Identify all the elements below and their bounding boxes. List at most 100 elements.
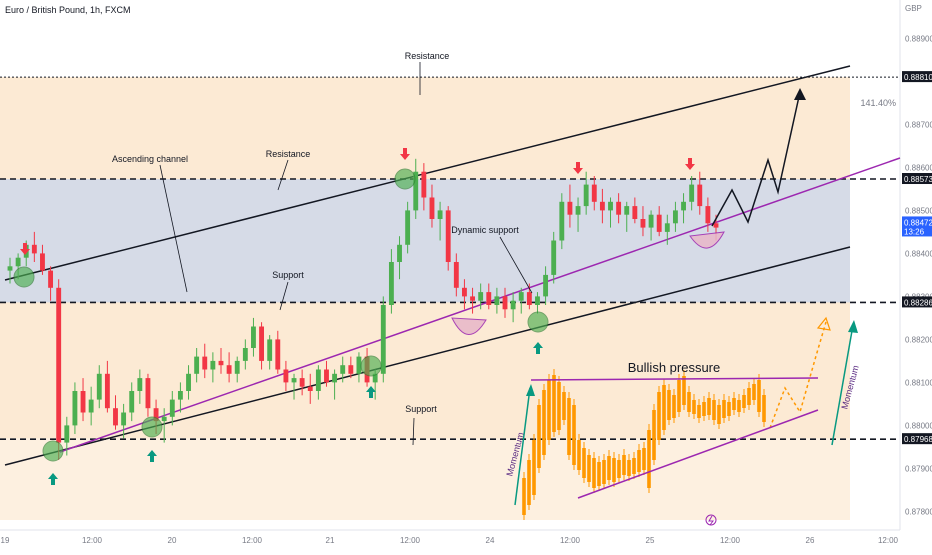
candle-body (567, 201, 573, 215)
candle-body (307, 386, 313, 391)
price-label-box (902, 216, 932, 237)
candle-body (397, 244, 402, 262)
candle-body (656, 214, 662, 232)
y-tick-label: 0.88600 (905, 163, 932, 172)
sketch-candle (682, 376, 686, 405)
touch-marker-0 (13, 266, 35, 288)
sketch-candle (652, 410, 656, 460)
sell-arrow-icon-2 (573, 162, 583, 174)
price-label-box (902, 71, 932, 83)
touch-marker-4 (394, 168, 416, 190)
candle-body (113, 408, 118, 426)
candle-body (291, 378, 297, 383)
candle-body (145, 378, 151, 409)
sketch-candle (657, 392, 661, 440)
candle-body (591, 184, 597, 202)
price-label-box (902, 296, 932, 308)
sketch-candle (522, 478, 526, 515)
touch-marker-3 (360, 355, 382, 377)
y-tick-label: 0.88200 (905, 335, 932, 344)
y-tick-label: 0.88400 (905, 249, 932, 258)
momentum-arrowhead-left (526, 384, 535, 396)
dynamic-support-pointer (499, 236, 533, 294)
candle-body (697, 184, 703, 207)
candle-body (210, 360, 216, 370)
candle-body (186, 373, 191, 391)
support-mid-pointer (279, 281, 289, 311)
projection-arrowhead (794, 88, 806, 100)
y-tick-label: 0.87900 (905, 464, 932, 473)
candle-body (31, 244, 37, 254)
candle-body (121, 412, 127, 426)
sketch-candle (632, 458, 636, 474)
candle-body (242, 348, 248, 361)
candle-body (315, 369, 321, 391)
candle-body (40, 253, 45, 271)
currency-label: GBP (905, 4, 922, 13)
candle-body (599, 201, 605, 211)
candle-body (194, 356, 200, 374)
sketch-candle (717, 405, 721, 424)
x-tick-label: 24 (486, 536, 495, 545)
annotation-support-mid: Support (272, 270, 304, 280)
chart-title: Euro / British Pound, 1h, FXCM (5, 5, 131, 15)
candle-body (177, 391, 183, 400)
candle-body (251, 326, 256, 348)
sketch-candle (712, 400, 716, 420)
candle-body (689, 184, 695, 202)
candle-body (453, 262, 459, 288)
candle-body (429, 197, 435, 219)
x-tick-label: 12:00 (560, 536, 581, 545)
candle-body (340, 365, 346, 374)
sketch-candle (762, 395, 766, 422)
sell-arrow-icon-1 (400, 148, 410, 160)
sketch-candle (667, 390, 671, 420)
sketch-candle (642, 448, 646, 470)
annotation-resistance-top: Resistance (405, 51, 450, 61)
candle-body (88, 399, 94, 413)
sketch-candle (732, 398, 736, 410)
candle-body (202, 356, 208, 370)
candle-body (299, 378, 305, 387)
x-tick-label: 12:00 (400, 536, 421, 545)
candle-body (405, 210, 411, 245)
candle-body (137, 378, 143, 391)
sketch-candle (727, 402, 731, 416)
candle-body (437, 210, 443, 219)
projection-path (711, 91, 801, 227)
x-tick-label: 25 (646, 536, 655, 545)
sketch-arrowhead (816, 316, 831, 331)
cup-shape-left (451, 317, 487, 335)
momentum-arrow-right (831, 324, 854, 446)
sketch-candle (627, 460, 631, 476)
candle-body (161, 416, 167, 422)
candle-body (518, 292, 524, 301)
support-low-pointer (412, 417, 415, 446)
sketch-candle (552, 375, 556, 432)
sketch-candle (562, 392, 566, 420)
sketch-candle (602, 460, 606, 484)
candle-body (486, 292, 492, 305)
buy-arrow-icon-1 (147, 450, 157, 462)
candle-body (494, 296, 500, 305)
x-tick-label: 19 (1, 536, 10, 545)
sketch-candle (752, 384, 756, 400)
candle-body (713, 223, 719, 228)
candle-body (664, 223, 670, 232)
y-tick-label: 0.87800 (905, 507, 932, 516)
lightning-icon (705, 514, 717, 526)
price-label-box (902, 433, 932, 445)
candle-body (104, 373, 110, 409)
sell-arrow-icon-0 (20, 243, 30, 255)
momentum-arrowhead-right (848, 320, 858, 333)
sketch-candle (647, 430, 651, 488)
price-label-value: 0.88286 (904, 298, 932, 307)
y-tick-label: 0.88100 (905, 378, 932, 387)
buy-arrow-icon-3 (533, 342, 543, 354)
candle-body (267, 339, 273, 361)
sketch-candle (607, 456, 611, 480)
x-tick-label: 21 (326, 536, 335, 545)
x-tick-label: 12:00 (878, 536, 899, 545)
candle-body (218, 360, 224, 366)
